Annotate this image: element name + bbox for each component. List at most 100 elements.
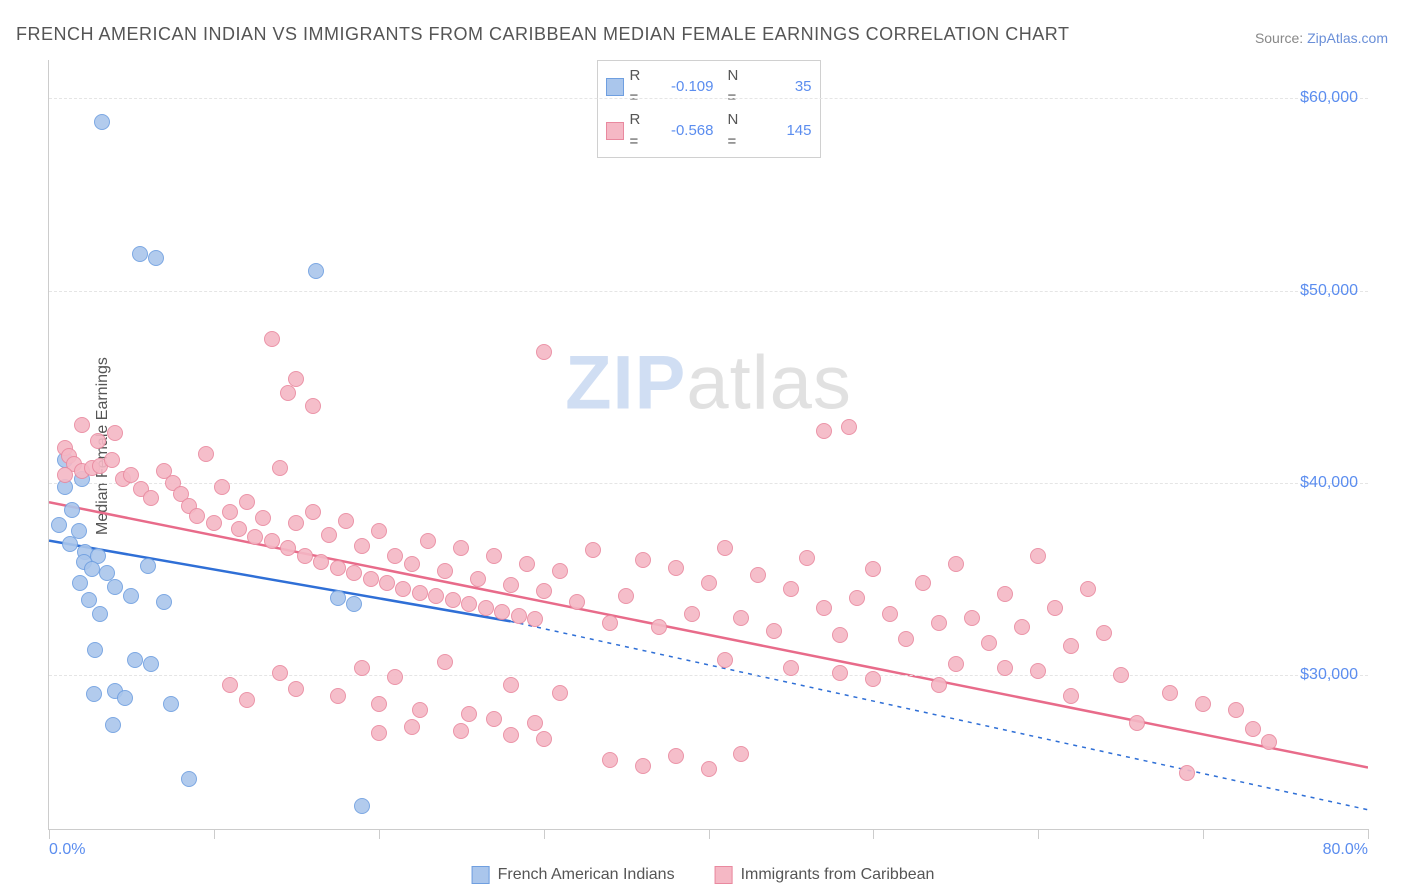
data-point bbox=[1096, 625, 1112, 641]
data-point bbox=[453, 540, 469, 556]
data-point bbox=[87, 642, 103, 658]
data-point bbox=[371, 696, 387, 712]
x-tick bbox=[379, 829, 380, 839]
grid-line bbox=[49, 291, 1368, 292]
data-point bbox=[330, 688, 346, 704]
data-point bbox=[527, 611, 543, 627]
data-point bbox=[486, 548, 502, 564]
data-point bbox=[684, 606, 700, 622]
chart-title: FRENCH AMERICAN INDIAN VS IMMIGRANTS FRO… bbox=[16, 24, 1069, 45]
swatch-series-1 bbox=[606, 122, 624, 140]
data-point bbox=[931, 677, 947, 693]
data-point bbox=[198, 446, 214, 462]
data-point bbox=[395, 581, 411, 597]
data-point bbox=[181, 771, 197, 787]
data-point bbox=[206, 515, 222, 531]
data-point bbox=[701, 575, 717, 591]
data-point bbox=[280, 385, 296, 401]
data-point bbox=[117, 690, 133, 706]
data-point bbox=[478, 600, 494, 616]
data-point bbox=[330, 590, 346, 606]
data-point bbox=[898, 631, 914, 647]
data-point bbox=[321, 527, 337, 543]
data-point bbox=[849, 590, 865, 606]
data-point bbox=[503, 677, 519, 693]
data-point bbox=[733, 746, 749, 762]
data-point bbox=[1113, 667, 1129, 683]
data-point bbox=[90, 433, 106, 449]
data-point bbox=[107, 579, 123, 595]
x-tick bbox=[214, 829, 215, 839]
x-axis-max-label: 80.0% bbox=[1323, 841, 1368, 859]
data-point bbox=[280, 540, 296, 556]
y-tick-label: $30,000 bbox=[1300, 666, 1358, 684]
data-point bbox=[948, 556, 964, 572]
data-point bbox=[1014, 619, 1030, 635]
data-point bbox=[105, 717, 121, 733]
data-point bbox=[717, 652, 733, 668]
data-point bbox=[104, 452, 120, 468]
data-point bbox=[404, 719, 420, 735]
source-link[interactable]: ZipAtlas.com bbox=[1307, 30, 1388, 46]
x-tick bbox=[1368, 829, 1369, 839]
data-point bbox=[799, 550, 815, 566]
data-point bbox=[222, 677, 238, 693]
data-point bbox=[519, 556, 535, 572]
data-point bbox=[354, 538, 370, 554]
data-point bbox=[445, 592, 461, 608]
y-tick-label: $60,000 bbox=[1300, 89, 1358, 107]
data-point bbox=[163, 696, 179, 712]
data-point bbox=[1030, 548, 1046, 564]
data-point bbox=[305, 504, 321, 520]
data-point bbox=[536, 731, 552, 747]
data-point bbox=[948, 656, 964, 672]
data-point bbox=[997, 660, 1013, 676]
legend-item-0: French American Indians bbox=[472, 866, 675, 884]
data-point bbox=[51, 517, 67, 533]
n-value-1: 145 bbox=[756, 120, 812, 142]
data-point bbox=[371, 725, 387, 741]
legend-swatch-1 bbox=[715, 866, 733, 884]
data-point bbox=[668, 748, 684, 764]
data-point bbox=[453, 723, 469, 739]
data-point bbox=[148, 250, 164, 266]
data-point bbox=[107, 425, 123, 441]
data-point bbox=[354, 798, 370, 814]
source-attribution: Source: ZipAtlas.com bbox=[1255, 30, 1388, 46]
x-tick bbox=[544, 829, 545, 839]
data-point bbox=[123, 588, 139, 604]
data-point bbox=[346, 565, 362, 581]
n-value-0: 35 bbox=[756, 76, 812, 98]
legend-label-1: Immigrants from Caribbean bbox=[741, 866, 935, 884]
data-point bbox=[437, 563, 453, 579]
data-point bbox=[264, 533, 280, 549]
n-label: N = bbox=[728, 65, 750, 109]
data-point bbox=[552, 685, 568, 701]
data-point bbox=[247, 529, 263, 545]
data-point bbox=[1228, 702, 1244, 718]
data-point bbox=[428, 588, 444, 604]
data-point bbox=[72, 575, 88, 591]
data-point bbox=[420, 533, 436, 549]
r-value-1: -0.568 bbox=[658, 120, 714, 142]
data-point bbox=[766, 623, 782, 639]
data-point bbox=[527, 715, 543, 731]
y-tick-label: $50,000 bbox=[1300, 282, 1358, 300]
data-point bbox=[511, 608, 527, 624]
data-point bbox=[264, 331, 280, 347]
correlation-stats-box: R = -0.109 N = 35 R = -0.568 N = 145 bbox=[597, 60, 821, 158]
data-point bbox=[346, 596, 362, 612]
data-point bbox=[363, 571, 379, 587]
data-point bbox=[437, 654, 453, 670]
data-point bbox=[308, 263, 324, 279]
data-point bbox=[313, 554, 329, 570]
data-point bbox=[272, 460, 288, 476]
data-point bbox=[330, 560, 346, 576]
grid-line bbox=[49, 483, 1368, 484]
data-point bbox=[486, 711, 502, 727]
data-point bbox=[733, 610, 749, 626]
data-point bbox=[882, 606, 898, 622]
bottom-legend: French American Indians Immigrants from … bbox=[472, 866, 935, 884]
n-label: N = bbox=[728, 109, 750, 153]
data-point bbox=[272, 665, 288, 681]
